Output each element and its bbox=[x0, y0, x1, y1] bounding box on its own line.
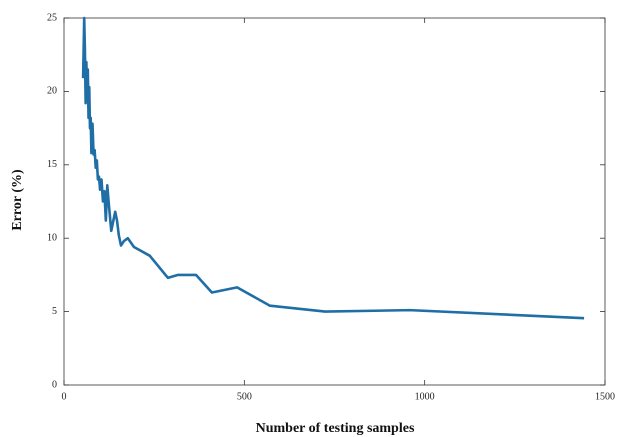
y-tick-label: 5 bbox=[52, 306, 57, 317]
y-tick-label: 25 bbox=[47, 12, 57, 23]
y-tick-label: 0 bbox=[52, 379, 57, 390]
x-tick-label: 1000 bbox=[415, 391, 435, 402]
y-axis-title: Error (%) bbox=[10, 169, 25, 231]
data-line bbox=[81, 16, 585, 320]
x-tick-label: 0 bbox=[62, 391, 67, 402]
y-tick-label: 10 bbox=[47, 232, 57, 243]
x-tick-label: 500 bbox=[237, 391, 252, 402]
x-axis-title: Number of testing samples bbox=[256, 421, 415, 436]
plot-frame bbox=[63, 17, 606, 386]
y-tick-label: 20 bbox=[47, 86, 57, 97]
y-tick-label: 15 bbox=[47, 159, 57, 170]
x-tick-label: 1500 bbox=[595, 391, 615, 402]
